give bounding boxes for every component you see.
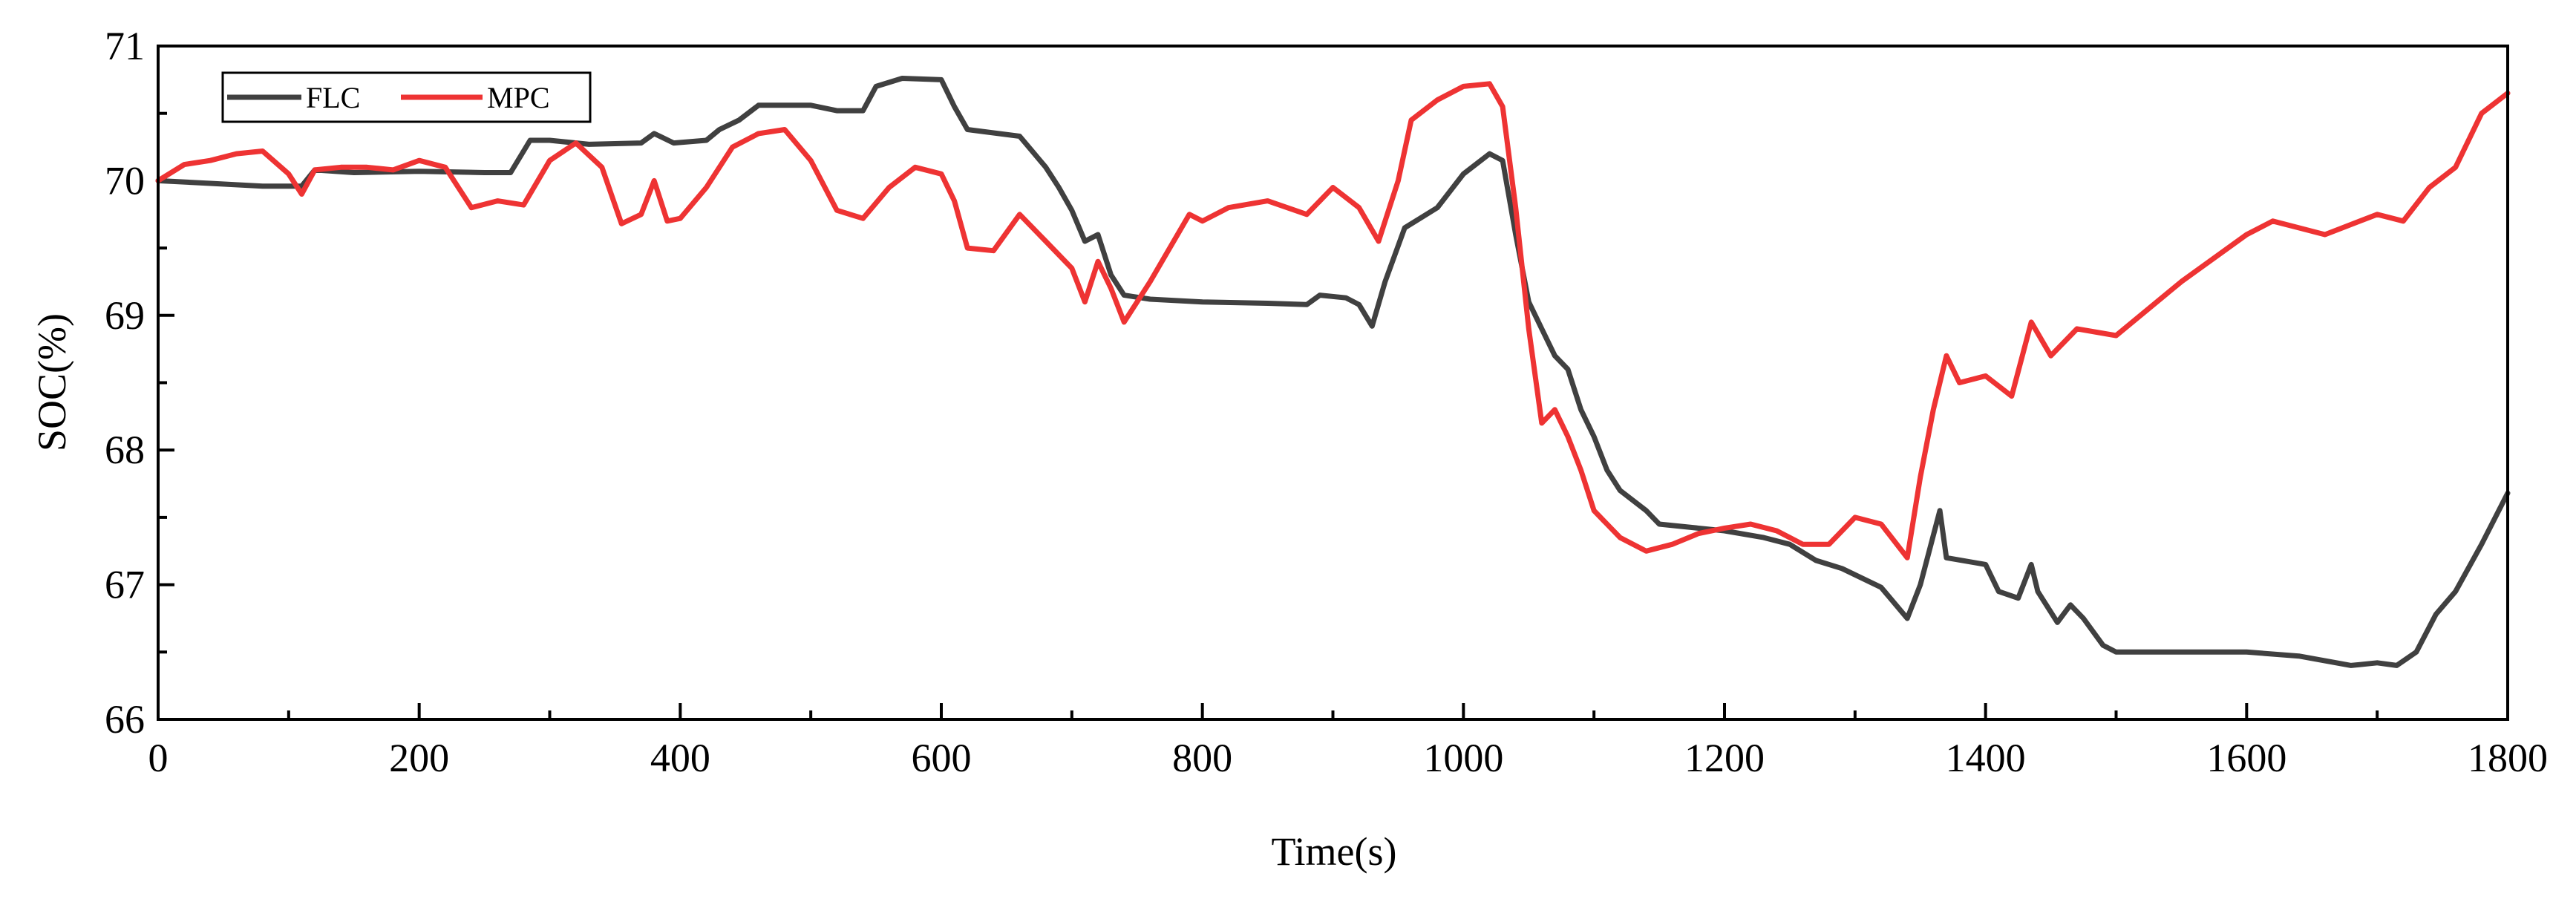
x-axis-title: Time(s) — [1271, 829, 1396, 874]
y-axis-title: SOC(%) — [30, 313, 74, 451]
x-tick-label: 600 — [912, 736, 972, 780]
x-tick-label: 0 — [148, 736, 169, 780]
x-tick-label: 200 — [389, 736, 449, 780]
series-line-flc — [155, 76, 2511, 668]
y-tick-label: 67 — [105, 563, 145, 607]
series-line-mpc — [155, 81, 2511, 561]
legend: FLC MPC — [221, 71, 592, 123]
legend-label-flc: FLC — [306, 81, 360, 114]
x-tick-label: 1200 — [1684, 736, 1765, 780]
x-tick-label: 1400 — [1946, 736, 2026, 780]
x-tick-label: 1600 — [2206, 736, 2286, 780]
y-tick-label: 71 — [105, 24, 145, 68]
series-layer — [155, 76, 2511, 668]
y-tick-label: 68 — [105, 428, 145, 472]
plot-frame — [157, 45, 2509, 721]
legend-label-mpc: MPC — [487, 81, 550, 114]
y-tick-label: 66 — [105, 697, 145, 742]
y-tick-label: 69 — [105, 293, 145, 338]
y-tick-label: 70 — [105, 158, 145, 203]
x-tick-label: 1800 — [2468, 736, 2548, 780]
x-tick-label: 800 — [1172, 736, 1232, 780]
ticks-layer: 0 200 400 600 800 1000 1200 1400 1600 1800 66 67 68 6… — [105, 24, 2548, 780]
x-tick-label: 400 — [650, 736, 710, 780]
x-tick-label: 1000 — [1423, 736, 1503, 780]
